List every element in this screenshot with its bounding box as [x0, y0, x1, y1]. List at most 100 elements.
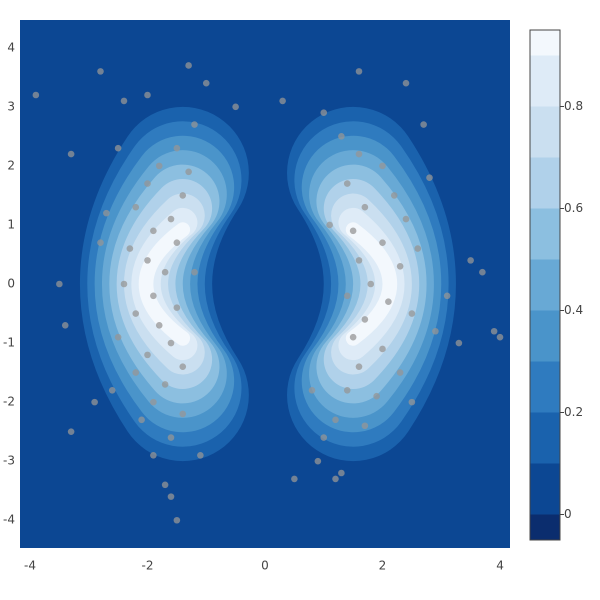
y-tick-label: -4 [3, 513, 15, 527]
point [426, 174, 433, 181]
point [408, 310, 416, 317]
point [108, 387, 116, 394]
point [167, 493, 175, 500]
point [150, 227, 157, 235]
point [355, 150, 363, 158]
point [232, 103, 239, 111]
colorbar-band [530, 514, 560, 540]
point [373, 392, 380, 400]
colorbar-band [530, 310, 560, 362]
y-tick-label: 1 [7, 217, 15, 231]
point [144, 180, 151, 187]
point [379, 162, 386, 170]
point [349, 227, 357, 235]
point [150, 451, 157, 459]
point [379, 239, 386, 246]
colorbar-tick-label: 0.8 [564, 99, 583, 113]
point [161, 481, 169, 489]
x-tick-label: -2 [142, 559, 154, 573]
point [279, 97, 286, 105]
point [97, 68, 104, 75]
point [161, 381, 169, 388]
point [326, 221, 333, 229]
point [155, 322, 163, 329]
colorbar-tick-label: 0.2 [564, 405, 583, 419]
point [349, 333, 357, 341]
plot-area [20, 20, 510, 548]
point [361, 203, 369, 211]
y-tick-label: -2 [3, 395, 15, 409]
point [420, 121, 427, 128]
point [67, 428, 75, 435]
point [390, 192, 398, 199]
point [361, 422, 369, 430]
point [343, 387, 351, 394]
point [179, 192, 187, 199]
colorbar-band [530, 463, 560, 515]
point [120, 280, 128, 288]
point [455, 339, 463, 347]
point [332, 475, 339, 483]
point [490, 327, 498, 335]
colorbar [530, 30, 564, 540]
point [179, 410, 187, 418]
point [173, 239, 181, 246]
point [132, 369, 140, 376]
point [291, 475, 298, 483]
point [167, 215, 175, 223]
point [338, 133, 345, 140]
colorbar-band [530, 208, 560, 260]
y-tick-label: -1 [3, 336, 15, 350]
point [144, 351, 151, 359]
point [103, 209, 110, 217]
colorbar-band [530, 361, 560, 413]
point [402, 215, 410, 223]
point [496, 333, 504, 341]
contour-band [345, 222, 397, 346]
point [144, 91, 151, 99]
point [408, 398, 416, 406]
point [202, 79, 210, 87]
point [361, 316, 369, 323]
colorbar-band [530, 106, 560, 158]
point [308, 387, 316, 394]
point [314, 457, 322, 465]
colorbar-tick-label: 0.6 [564, 201, 583, 215]
point [343, 180, 351, 187]
point [150, 292, 157, 300]
point [432, 327, 439, 335]
point [173, 516, 181, 524]
x-tick-label: 4 [496, 559, 504, 573]
point [185, 168, 192, 176]
y-tick-label: 0 [7, 277, 15, 291]
colorbar-band [530, 55, 560, 107]
x-tick-label: -4 [24, 559, 36, 573]
point [338, 469, 345, 477]
contour-band [138, 222, 191, 346]
point [67, 150, 75, 158]
point [332, 416, 339, 424]
point [167, 339, 175, 347]
point [443, 292, 451, 300]
colorbar-band [530, 412, 560, 464]
colorbar-tick-label: 0.4 [564, 303, 583, 317]
point [132, 203, 140, 211]
point [114, 333, 122, 341]
point [191, 121, 198, 128]
point [32, 91, 40, 99]
point [179, 363, 187, 370]
point [91, 398, 98, 406]
point [138, 416, 145, 424]
point [379, 345, 386, 353]
x-tick-label: 2 [379, 559, 387, 573]
point [61, 322, 69, 329]
colorbar-band [530, 259, 560, 311]
point [185, 62, 192, 69]
point [355, 363, 363, 370]
colorbar-band [530, 30, 560, 56]
point [396, 369, 404, 376]
y-tick-label: 4 [7, 40, 15, 54]
point [320, 109, 328, 117]
point [150, 398, 157, 406]
